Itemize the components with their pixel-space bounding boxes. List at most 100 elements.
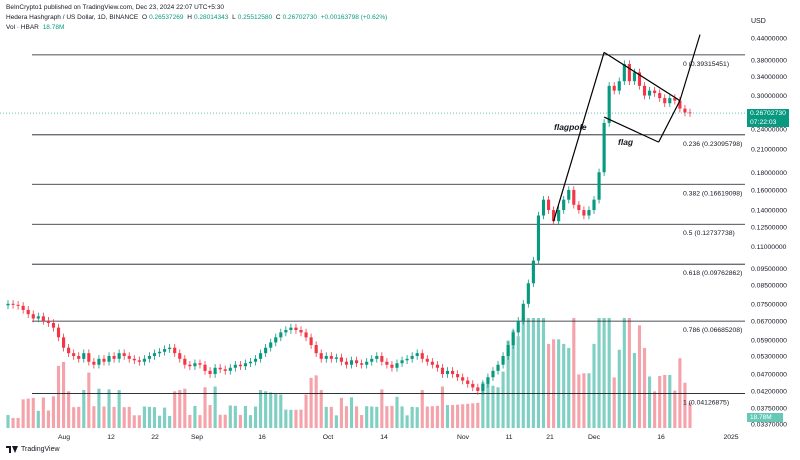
fib-label-0: 0 (0.39315451) (683, 61, 729, 68)
volume-bar-78 (400, 406, 404, 428)
volume-bar-130 (663, 374, 667, 428)
candle-body-127 (648, 90, 652, 96)
candle-body-48 (248, 361, 253, 364)
candle-body-54 (279, 332, 283, 338)
volume-bar-15 (82, 390, 86, 428)
candle-body-43 (223, 369, 227, 371)
volume-bar-66 (339, 397, 343, 428)
volume-bar-115 (587, 373, 591, 428)
candle-body-33 (173, 347, 177, 354)
candle-body-100 (511, 332, 515, 346)
price-axis: 0.44000000 0.38000000 0.34000000 0.30000000… (751, 36, 787, 429)
volume-label: Vol · HBAR (6, 24, 39, 31)
volume-bar-60 (309, 377, 313, 428)
volume-bar-71 (365, 406, 369, 428)
volume-bar-28 (147, 406, 152, 428)
volume-bar-39 (203, 387, 207, 428)
fib-label-1: 0.236 (0.23095798) (683, 141, 742, 148)
volume-bar-133 (678, 358, 682, 428)
volume-bar-43 (223, 414, 227, 428)
date-tick-7: Nov (457, 434, 470, 441)
candle-body-41 (213, 367, 217, 375)
candle-body-85 (435, 364, 439, 368)
volume-bar-109 (557, 339, 561, 428)
breakout-projection (679, 34, 701, 101)
volume-bar-84 (430, 406, 434, 428)
fib-label-2: 0.382 (0.16619098) (683, 190, 742, 197)
pattern-drawings (553, 34, 701, 222)
volume-bar-76 (390, 405, 394, 428)
candle-body-121 (617, 81, 621, 91)
volume-bar-114 (582, 373, 586, 428)
candle-body-82 (420, 353, 424, 359)
volume-bar-65 (334, 415, 338, 428)
publisher-line: BeInCrypto1 published on TradingView.com… (6, 4, 224, 11)
volume-bar-116 (592, 343, 596, 428)
volume-bar-131 (668, 374, 672, 428)
candle-body-119 (607, 85, 611, 123)
candle-body-38 (198, 363, 202, 365)
candle-body-14 (77, 355, 81, 359)
volume-bar-129 (658, 375, 662, 428)
candle-body-26 (137, 360, 141, 362)
candle-body-124 (632, 72, 636, 82)
candle-body-80 (410, 355, 414, 359)
candle-body-118 (602, 122, 606, 173)
candle-body-104 (531, 260, 535, 284)
candle-body-18 (97, 358, 101, 365)
candle-body-40 (208, 370, 212, 375)
current-price-value: 0.26702730 (750, 110, 786, 117)
candle-body-133 (678, 100, 682, 109)
date-tick-3: Sep (191, 434, 203, 441)
price-tick-10: 0.11000000 (751, 244, 787, 251)
price-tick-0: 0.44000000 (751, 36, 787, 43)
candle-body-59 (304, 332, 308, 338)
candle-body-70 (360, 363, 364, 365)
candle-body-62 (319, 353, 323, 359)
flagpole-line (553, 52, 605, 222)
fib-label-5: 0.786 (0.06685208) (683, 327, 742, 334)
volume-bar-11 (62, 361, 66, 428)
candle-body-117 (597, 172, 601, 200)
volume-bar-132 (673, 390, 677, 428)
volume-bar-125 (637, 325, 642, 428)
volume-bar-6 (36, 410, 40, 428)
candle-body-42 (218, 367, 222, 370)
date-tick-10: Dec (588, 434, 601, 441)
volume-bar-68 (349, 397, 354, 428)
candle-body-134 (683, 108, 687, 113)
volume-bar-119 (607, 318, 611, 428)
price-tick-11: 0.09500000 (751, 266, 787, 273)
fib-label-4: 0.618 (0.09762862) (683, 270, 742, 277)
volume-bar-33 (173, 391, 177, 428)
candle-body-66 (339, 357, 343, 362)
candle-body-36 (188, 364, 192, 367)
candle-body-83 (425, 358, 429, 362)
volume-bar-77 (395, 396, 399, 428)
candle-body-30 (157, 351, 162, 354)
tradingview-logo[interactable]: TradingView (6, 446, 60, 453)
volume-bar-74 (380, 389, 384, 428)
volume-value: 18.78M (42, 24, 65, 31)
volume-bar-110 (562, 343, 566, 428)
volume-bar-20 (107, 389, 111, 428)
volume-bar-10 (56, 365, 61, 428)
volume-bar-51 (264, 391, 268, 428)
volume-bar-134 (683, 382, 687, 428)
volume-bar-111 (567, 347, 571, 428)
volume-bar-69 (355, 406, 359, 428)
candle-body-103 (526, 283, 530, 304)
price-tick-13: 0.07500000 (751, 301, 787, 308)
volume-bar-14 (77, 406, 81, 428)
volume-bar-32 (168, 415, 172, 428)
candle-body-22 (117, 353, 121, 359)
price-tick-5: 0.21000000 (751, 147, 787, 154)
candle-body-110 (562, 199, 566, 211)
volume-bars (6, 318, 692, 428)
candle-body-60 (309, 337, 313, 346)
candle-body-4 (26, 309, 30, 315)
candle-body-130 (663, 98, 667, 104)
volume-bar-54 (279, 394, 283, 428)
volume-bar-97 (496, 387, 500, 428)
